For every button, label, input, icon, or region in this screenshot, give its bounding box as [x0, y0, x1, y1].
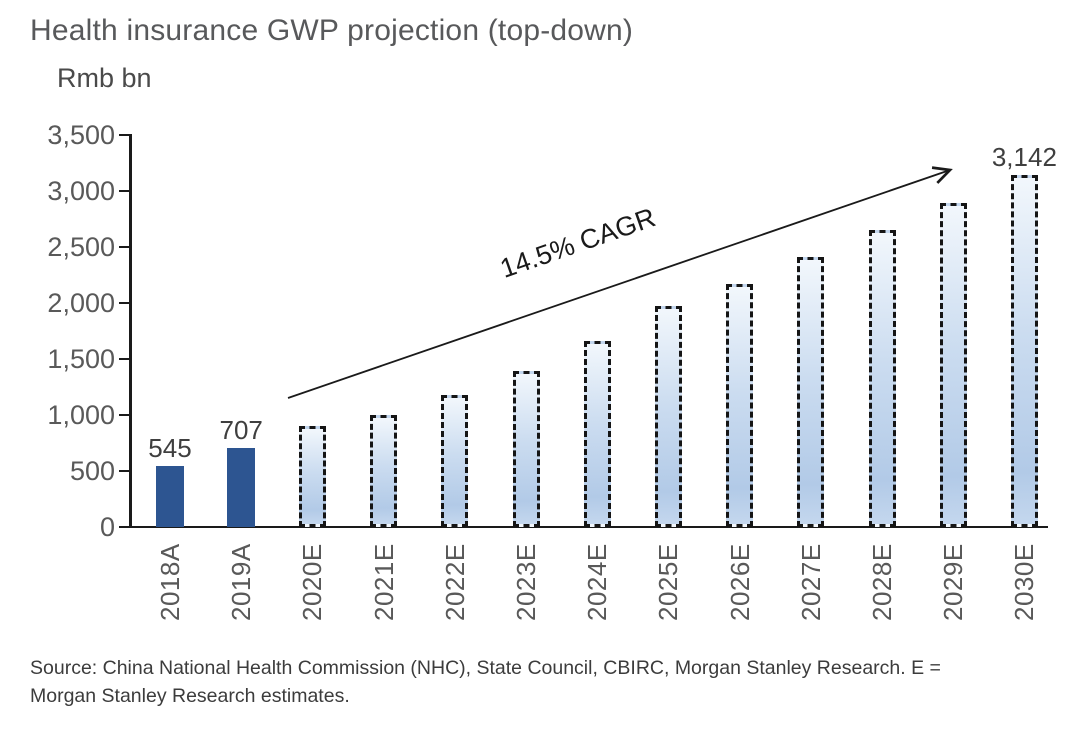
y-axis-tick-label: 500	[69, 455, 115, 486]
x-axis-label-2022E: 2022E	[439, 543, 470, 621]
source-note: Source: China National Health Commission…	[30, 655, 1060, 710]
x-axis-label-2025E: 2025E	[653, 543, 684, 621]
source-note-line2: Morgan Stanley Research estimates.	[30, 684, 350, 707]
x-axis-label-2020E: 2020E	[297, 543, 328, 621]
x-axis-label-2028E: 2028E	[867, 543, 897, 621]
y-axis-tick-label: 1,000	[47, 399, 115, 430]
y-axis-tick	[119, 190, 130, 193]
y-axis-tick	[119, 526, 130, 529]
bar-2024E	[583, 341, 611, 527]
y-axis-line	[129, 134, 132, 528]
y-axis-tick-label: 0	[99, 511, 115, 542]
bar-value-label-2018A: 545	[148, 432, 192, 463]
x-axis-label-2018A: 2018A	[155, 543, 185, 621]
y-axis-tick-label: 2,000	[47, 287, 115, 318]
bar-value-label-2019A: 707	[219, 414, 263, 445]
x-axis-label-2026E: 2026E	[724, 543, 755, 621]
bar-2030E	[1010, 175, 1038, 527]
cagr-annotation-label: 14.5% CAGR	[496, 202, 660, 284]
x-axis-label-2024E: 2024E	[582, 543, 613, 621]
chart-title: Health insurance GWP projection (top-dow…	[30, 14, 634, 47]
bar-2019A	[227, 447, 256, 527]
bar-2028E	[868, 230, 896, 527]
x-axis-label-2027E: 2027E	[795, 543, 826, 621]
y-axis-tick	[119, 134, 130, 137]
bar-value-label-2030E: 3,142	[991, 142, 1057, 173]
y-axis-tick-label: 3,500	[47, 119, 115, 150]
x-axis-label-2030E: 2030E	[1009, 543, 1040, 621]
source-note-line1: Source: China National Health Commission…	[30, 657, 941, 679]
bar-2029E	[939, 203, 967, 527]
x-axis-label-2023E: 2023E	[511, 543, 541, 621]
y-axis-tick-label: 2,500	[47, 231, 115, 262]
bar-2018A	[156, 465, 184, 527]
bar-2023E	[512, 371, 540, 527]
x-axis-label-2021E: 2021E	[368, 543, 399, 621]
bar-2027E	[797, 257, 825, 527]
bar-2025E	[654, 306, 682, 527]
y-axis-tick	[119, 358, 130, 361]
y-axis-unit-label: Rmb bn	[57, 63, 152, 93]
y-axis-tick-label: 3,000	[47, 175, 115, 206]
y-axis-tick	[119, 414, 130, 417]
bar-2026E	[726, 283, 754, 527]
y-axis-tick	[119, 470, 130, 473]
bar-2021E	[370, 415, 398, 527]
y-axis-tick	[119, 246, 130, 249]
y-axis-tick	[119, 302, 130, 305]
y-axis-tick-label: 1,500	[47, 343, 115, 374]
bar-2020E	[298, 426, 326, 527]
x-axis-label-2019A: 2019A	[226, 543, 257, 621]
x-axis-label-2029E: 2029E	[938, 543, 969, 621]
bar-2022E	[441, 394, 469, 527]
